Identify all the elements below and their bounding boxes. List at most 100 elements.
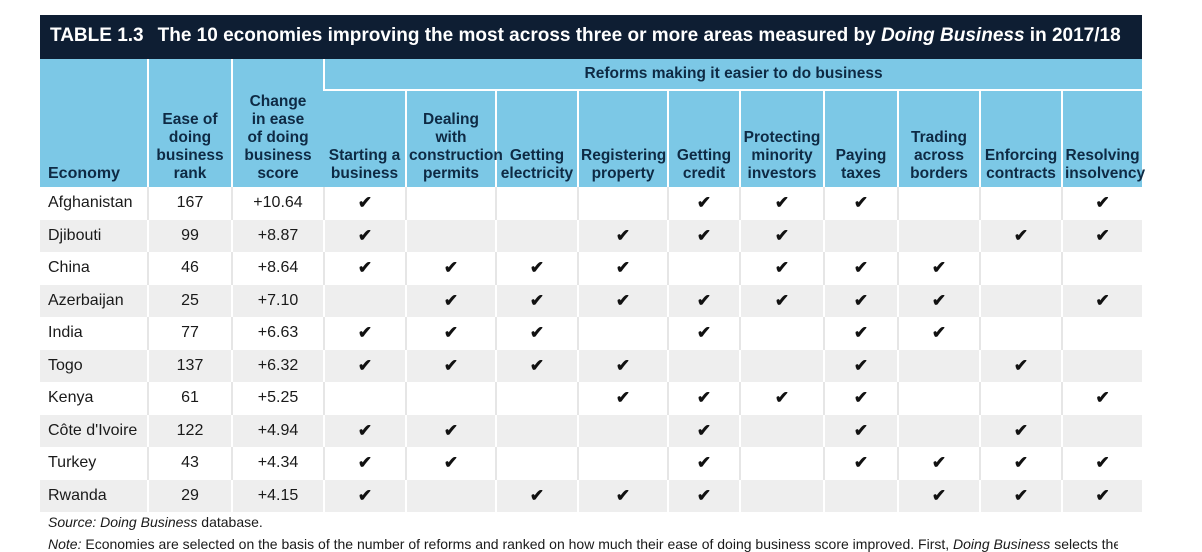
checkmark-icon: ✔: [529, 355, 545, 375]
table-row: India 77 +6.63 ✔ ✔ ✔ ✔ ✔ ✔: [40, 317, 1143, 350]
cell-reform: [1060, 414, 1143, 447]
checkmark-icon: ✔: [1013, 225, 1029, 245]
cell-reform: ✔: [405, 317, 496, 350]
cell-reform: [495, 219, 578, 252]
cell-reform: [577, 317, 668, 350]
cell-reform: ✔: [1060, 187, 1143, 220]
checkmark-icon: ✔: [1095, 485, 1110, 505]
cell-reform: [739, 317, 824, 350]
cell-reform: ✔: [823, 447, 898, 480]
checkmark-icon: ✔: [357, 355, 373, 375]
cell-reform: [577, 447, 668, 480]
header-economy: Economy: [40, 59, 148, 187]
checkmark-icon: ✔: [529, 258, 545, 278]
checkmark-icon: ✔: [696, 323, 712, 343]
cell-reform: ✔: [323, 479, 406, 512]
header-change: Change in ease of doing business score: [231, 59, 324, 187]
cell-reform: ✔: [979, 479, 1062, 512]
cell-reform: ✔: [323, 252, 406, 285]
header-line: insolvency: [1065, 165, 1146, 182]
checkmark-icon: ✔: [1013, 453, 1029, 473]
header-area-1: Dealing with construction permits: [405, 90, 503, 187]
cell-rank: 43: [147, 447, 232, 480]
checkmark-icon: ✔: [443, 323, 459, 343]
cell-reform: [495, 187, 578, 220]
cell-reform: ✔: [897, 317, 980, 350]
cell-reform: ✔: [823, 349, 898, 382]
header-area-2: Getting electricity: [495, 90, 578, 187]
table-row: Azerbaijan 25 +7.10 ✔ ✔ ✔ ✔ ✔ ✔ ✔ ✔: [40, 284, 1143, 317]
cell-reform: ✔: [667, 414, 740, 447]
source-italic: Doing Business: [100, 514, 198, 530]
cell-reform: ✔: [1060, 382, 1143, 415]
header-line: Enforcing: [984, 147, 1058, 164]
source-label: Source:: [48, 514, 97, 530]
cell-reform: [979, 252, 1062, 285]
checkmark-icon: ✔: [696, 420, 712, 440]
cell-reform: ✔: [667, 317, 740, 350]
cell-reform: [667, 252, 740, 285]
checkmark-icon: ✔: [853, 323, 869, 343]
cell-rank: 122: [147, 414, 232, 447]
checkmark-icon: ✔: [1013, 485, 1029, 505]
cell-reform: ✔: [405, 414, 496, 447]
checkmark-icon: ✔: [529, 485, 545, 505]
checkmark-icon: ✔: [853, 420, 869, 440]
checkmark-icon: ✔: [853, 355, 869, 375]
table-title-pre: The 10 economies improving the most acro…: [157, 25, 881, 46]
header-line: across: [914, 147, 964, 164]
cell-reform: ✔: [897, 447, 980, 480]
header-line: electricity: [500, 165, 574, 182]
cell-rank: 61: [147, 382, 232, 415]
cell-reform: [577, 187, 668, 220]
cell-change: +10.64: [231, 187, 324, 220]
header-area-5: Protecting minority investors: [739, 90, 824, 187]
checkmark-icon: ✔: [696, 453, 712, 473]
cell-reform: ✔: [979, 349, 1062, 382]
table-label: TABLE 1.3: [50, 25, 144, 46]
cell-change: +8.87: [231, 219, 324, 252]
cell-economy: Djibouti: [40, 219, 148, 252]
cell-reform: ✔: [323, 219, 406, 252]
cell-reform: ✔: [823, 252, 898, 285]
cell-reform: ✔: [577, 382, 668, 415]
checkmark-icon: ✔: [615, 290, 631, 310]
header-line: minority: [751, 147, 813, 164]
header-area-7: Trading across borders: [897, 90, 980, 187]
cell-reform: [739, 349, 824, 382]
cell-reform: ✔: [823, 382, 898, 415]
checkmark-icon: ✔: [853, 258, 869, 278]
checkmark-icon: ✔: [774, 258, 790, 278]
cell-reform: [405, 187, 496, 220]
cell-reform: ✔: [823, 284, 898, 317]
cell-reform: [897, 414, 980, 447]
table-note: Note: Economies are selected on the basi…: [48, 536, 1118, 552]
cell-reform: [405, 479, 496, 512]
cell-reform: ✔: [495, 317, 578, 350]
cell-rank: 99: [147, 219, 232, 252]
cell-reform: ✔: [495, 349, 578, 382]
cell-rank: 46: [147, 252, 232, 285]
cell-reform: ✔: [667, 219, 740, 252]
cell-reform: ✔: [577, 284, 668, 317]
checkmark-icon: ✔: [931, 258, 947, 278]
cell-reform: ✔: [667, 447, 740, 480]
header-line: doing: [168, 129, 212, 146]
checkmark-icon: ✔: [696, 485, 712, 505]
checkmark-icon: ✔: [443, 355, 459, 375]
cell-reform: [405, 382, 496, 415]
cell-reform: ✔: [667, 479, 740, 512]
checkmark-icon: ✔: [443, 453, 459, 473]
checkmark-icon: ✔: [1095, 193, 1110, 213]
header-line: Dealing: [423, 111, 479, 128]
checkmark-icon: ✔: [853, 290, 869, 310]
table-row: Kenya 61 +5.25 ✔ ✔ ✔ ✔ ✔: [40, 382, 1143, 415]
cell-reform: [495, 414, 578, 447]
cell-reform: [897, 187, 980, 220]
cell-reform: ✔: [323, 317, 406, 350]
source-rest: database.: [197, 514, 263, 530]
checkmark-icon: ✔: [615, 485, 631, 505]
cell-change: +6.32: [231, 349, 324, 382]
cell-reform: [323, 382, 406, 415]
cell-reform: ✔: [577, 479, 668, 512]
